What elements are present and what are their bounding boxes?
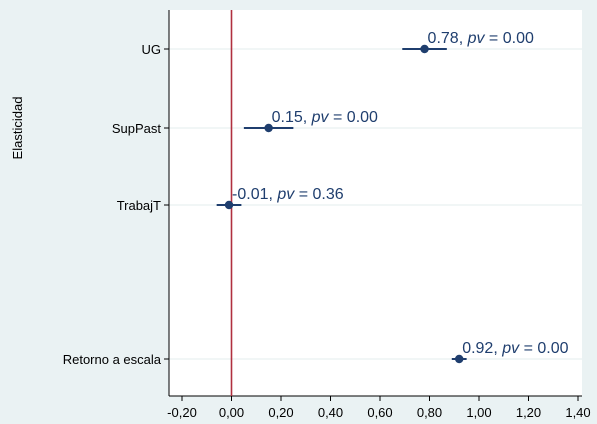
x-tick-label: 0,80 (417, 405, 442, 420)
data-layer (216, 44, 467, 364)
x-tick-label: 1,00 (466, 405, 491, 420)
x-tick-label: 0,40 (318, 405, 343, 420)
x-tick-label: 0,00 (219, 405, 244, 420)
y-axis-label: Elasticidad (10, 97, 25, 160)
axis-layer: -0,20 0,00 0,20 0,40 0,60 0,80 1,00 1,20 1,40 UG S… (63, 10, 591, 420)
estimate-label: -0.01, pv = 0.36 (232, 186, 344, 203)
estimate-label: 0.92, pv = 0.00 (462, 340, 568, 357)
estimate-label: 0.15, pv = 0.00 (272, 109, 378, 126)
point-estimate (224, 200, 234, 210)
point-estimate (455, 354, 464, 364)
estimate-label: 0.78, pv = 0.00 (428, 30, 534, 47)
label-layer: 0.78, pv = 0.00 0.15, pv = 0.00 -0.01, pv … (232, 30, 569, 357)
category-label: UG (142, 42, 162, 57)
x-tick-label: -0,20 (167, 405, 197, 420)
point-estimate (420, 44, 429, 54)
x-tick-label: 0,60 (367, 405, 392, 420)
category-label: SupPast (112, 121, 162, 136)
plot-area (169, 10, 582, 396)
x-tick-label: 0,20 (268, 405, 293, 420)
category-label: TrabajT (117, 198, 161, 213)
x-tick-label: 1,20 (516, 405, 541, 420)
x-tick-label: 1,40 (565, 405, 590, 420)
point-estimate (264, 123, 273, 133)
category-label: Retorno a escala (63, 352, 162, 367)
